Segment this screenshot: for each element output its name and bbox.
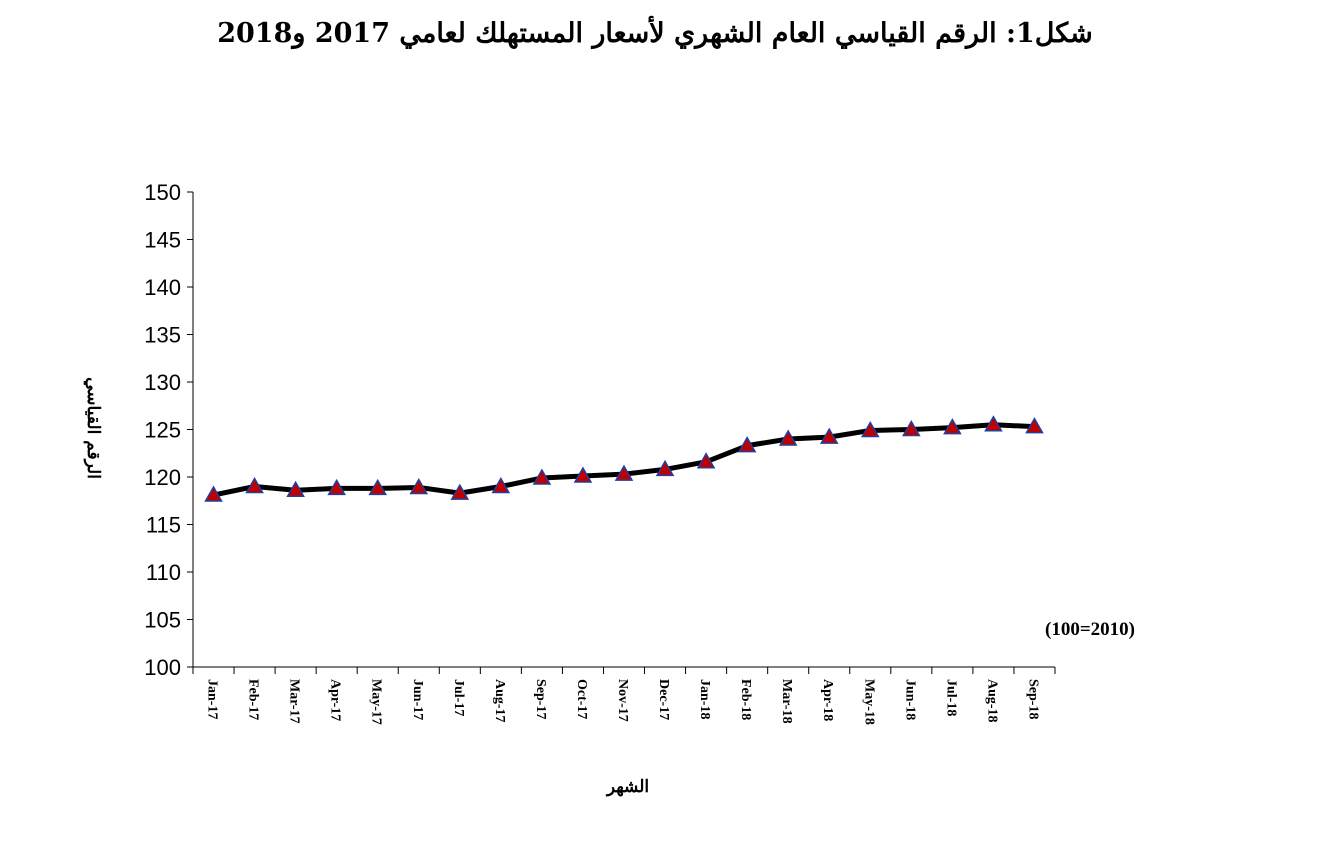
- data-point-marker: [327, 478, 346, 496]
- x-tick-label: Jan-17: [205, 679, 220, 719]
- x-tick-label: Apr-17: [328, 679, 343, 721]
- x-tick-label: May-17: [369, 679, 384, 725]
- data-point-marker: [819, 427, 839, 444]
- x-tick-label: Jan-18: [697, 679, 712, 719]
- y-tick-label: 120: [144, 465, 181, 490]
- y-axis-label: الرقم القياسي: [83, 377, 103, 479]
- chart-title: شكل1: الرقم القياسي العام الشهري لأسعار …: [217, 18, 1093, 49]
- y-tick-label: 125: [144, 418, 181, 443]
- y-tick-label: 130: [144, 370, 181, 395]
- data-point-marker: [573, 466, 593, 483]
- data-point-marker: [614, 464, 634, 481]
- data-point-marker: [943, 418, 962, 435]
- data-point-marker: [204, 485, 223, 502]
- data-point-marker: [409, 477, 429, 495]
- x-tick-label: May-18: [861, 679, 876, 725]
- base-year-note: (100=2010): [1045, 619, 1135, 640]
- axes: [187, 191, 1056, 674]
- x-tick-label: Aug-17: [492, 679, 507, 723]
- y-tick-label: 100: [144, 655, 181, 680]
- x-tick-label: Jul-17: [451, 679, 466, 716]
- x-tick-label: Jun-17: [410, 679, 425, 720]
- x-tick-label: Nov-17: [615, 679, 630, 722]
- y-tick-labels: 100 105 110 115 120 125 130 135 140 145 150: [144, 180, 181, 680]
- x-tick-label: Mar-17: [287, 679, 302, 724]
- x-tick-label: Jul-18: [943, 679, 958, 716]
- data-point-marker: [368, 478, 388, 496]
- data-point-marker: [902, 419, 921, 437]
- y-tick-label: 105: [144, 608, 181, 633]
- y-tick-label: 115: [146, 513, 181, 538]
- x-tick-label: Dec-17: [656, 679, 671, 720]
- x-axis-label: الشهر: [605, 777, 649, 797]
- data-point-marker: [245, 476, 264, 494]
- y-tick-label: 140: [144, 275, 181, 300]
- x-tick-label: Aug-18: [984, 679, 999, 723]
- x-tick-labels: Jan-17 Feb-17 Mar-17 Apr-17 May-17 Jun-17 Jul-…: [205, 679, 1041, 725]
- x-tick-label: Sep-17: [533, 679, 548, 719]
- x-tick-label: Feb-17: [246, 679, 261, 720]
- x-tick-label: Jun-18: [902, 679, 917, 720]
- data-point-marker: [1025, 417, 1044, 434]
- data-point-marker: [860, 420, 880, 438]
- data-point-marker: [491, 476, 511, 494]
- data-markers: [204, 415, 1044, 502]
- y-tick-label: 145: [144, 228, 181, 253]
- data-point-marker: [655, 459, 675, 477]
- data-point-marker: [286, 480, 305, 498]
- x-tick-label: Sep-18: [1025, 679, 1040, 719]
- x-tick-label: Apr-18: [820, 679, 835, 721]
- data-point-marker: [696, 452, 716, 469]
- data-point-marker: [532, 468, 552, 485]
- data-point-marker: [984, 415, 1003, 432]
- y-tick-label: 110: [146, 560, 181, 585]
- x-tick-label: Oct-17: [574, 679, 589, 719]
- data-point-marker: [450, 483, 470, 500]
- x-tick-label: Feb-18: [738, 679, 753, 720]
- data-point-marker: [737, 436, 757, 453]
- x-tick-label: Mar-18: [779, 679, 794, 724]
- y-tick-label: 150: [144, 180, 181, 205]
- data-point-marker: [778, 429, 798, 446]
- y-tick-label: 135: [144, 323, 181, 348]
